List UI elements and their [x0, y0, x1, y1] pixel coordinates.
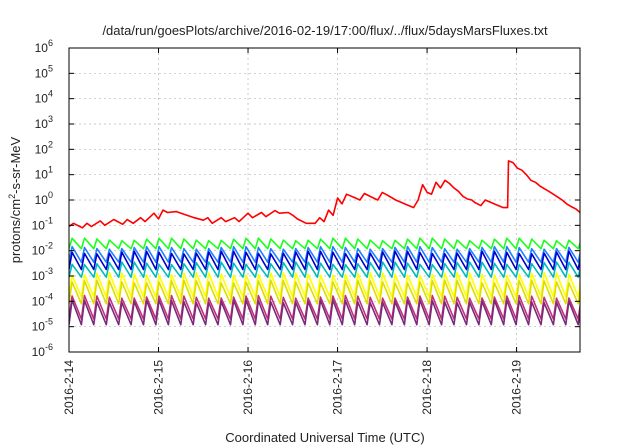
x-tick-label: 2016-2-14 [62, 360, 76, 415]
y-axis-label-prefix: protons/cm [8, 199, 23, 263]
series-line-9 [69, 299, 580, 326]
y-tick-base: 10 [32, 294, 46, 308]
y-tick-base: 10 [35, 142, 49, 156]
series-line-1 [69, 160, 580, 229]
y-tick-base: 10 [35, 117, 49, 131]
y-tick-label: 103 [35, 114, 53, 131]
series-line-7 [69, 279, 580, 305]
y-tick-label: 100 [35, 190, 53, 207]
y-tick-exponent: -4 [45, 291, 53, 301]
y-tick-exponent: 6 [48, 38, 53, 48]
y-tick-base: 10 [35, 66, 49, 80]
x-axis-label: Coordinated Universal Time (UTC) [225, 430, 424, 445]
y-tick-exponent: -2 [45, 241, 53, 251]
y-tick-label: 10-4 [32, 291, 53, 308]
y-axis-label-suffix: -s-sr-MeV [8, 136, 23, 193]
y-tick-exponent: -3 [45, 266, 53, 276]
chart-title: /data/run/goesPlots/archive/2016-02-19/1… [102, 23, 548, 38]
x-tick-label: 2016-2-16 [241, 360, 255, 415]
x-tick-labels: 2016-2-14 2016-2-15 2016-2-16 2016-2-17 2016… [62, 360, 524, 415]
y-tick-base: 10 [35, 168, 49, 182]
y-tick-label: 10-3 [32, 266, 53, 283]
y-tick-base: 10 [35, 92, 49, 106]
y-tick-label: 105 [35, 63, 53, 80]
y-tick-exponent: -5 [45, 317, 53, 327]
y-tick-base: 10 [32, 345, 46, 359]
series-line-4 [69, 250, 580, 271]
x-tick-label: 2016-2-19 [510, 360, 524, 415]
y-tick-base: 10 [35, 193, 49, 207]
y-tick-base: 10 [32, 218, 46, 232]
y-axis-label: protons/cm2-s-sr-MeV [7, 136, 23, 263]
y-tick-labels: 10-610-510-410-310-210-11001011021031041… [32, 38, 53, 359]
y-tick-exponent: 4 [48, 89, 53, 99]
y-axis-label-superscript: 2 [7, 194, 17, 199]
y-tick-label: 104 [35, 89, 53, 106]
y-tick-exponent: 3 [48, 114, 53, 124]
y-tick-label: 10-6 [32, 342, 53, 359]
y-tick-label: 10-2 [32, 241, 53, 258]
y-tick-exponent: -6 [45, 342, 53, 352]
x-tick-label: 2016-2-18 [420, 360, 434, 415]
series-line-6 [69, 272, 580, 298]
series-line-3 [69, 245, 580, 263]
y-tick-exponent: 0 [48, 190, 53, 200]
y-tick-base: 10 [32, 320, 46, 334]
y-tick-label: 102 [35, 139, 53, 156]
y-tick-exponent: -1 [45, 215, 53, 225]
y-tick-label: 10-5 [32, 317, 53, 334]
y-tick-exponent: 5 [48, 63, 53, 73]
data-series [69, 160, 580, 326]
y-tick-base: 10 [35, 41, 49, 55]
y-tick-exponent: 1 [48, 165, 53, 175]
y-tick-label: 106 [35, 38, 53, 55]
y-tick-base: 10 [32, 269, 46, 283]
series-line-5 [69, 261, 580, 278]
y-tick-label: 10-1 [32, 215, 53, 232]
y-tick-exponent: 2 [48, 139, 53, 149]
series-line-2 [69, 237, 580, 250]
y-tick-base: 10 [32, 244, 46, 258]
y-tick-label: 101 [35, 165, 53, 182]
x-tick-label: 2016-2-17 [331, 360, 345, 415]
axis-ticks [68, 47, 580, 353]
x-tick-label: 2016-2-15 [152, 360, 166, 415]
